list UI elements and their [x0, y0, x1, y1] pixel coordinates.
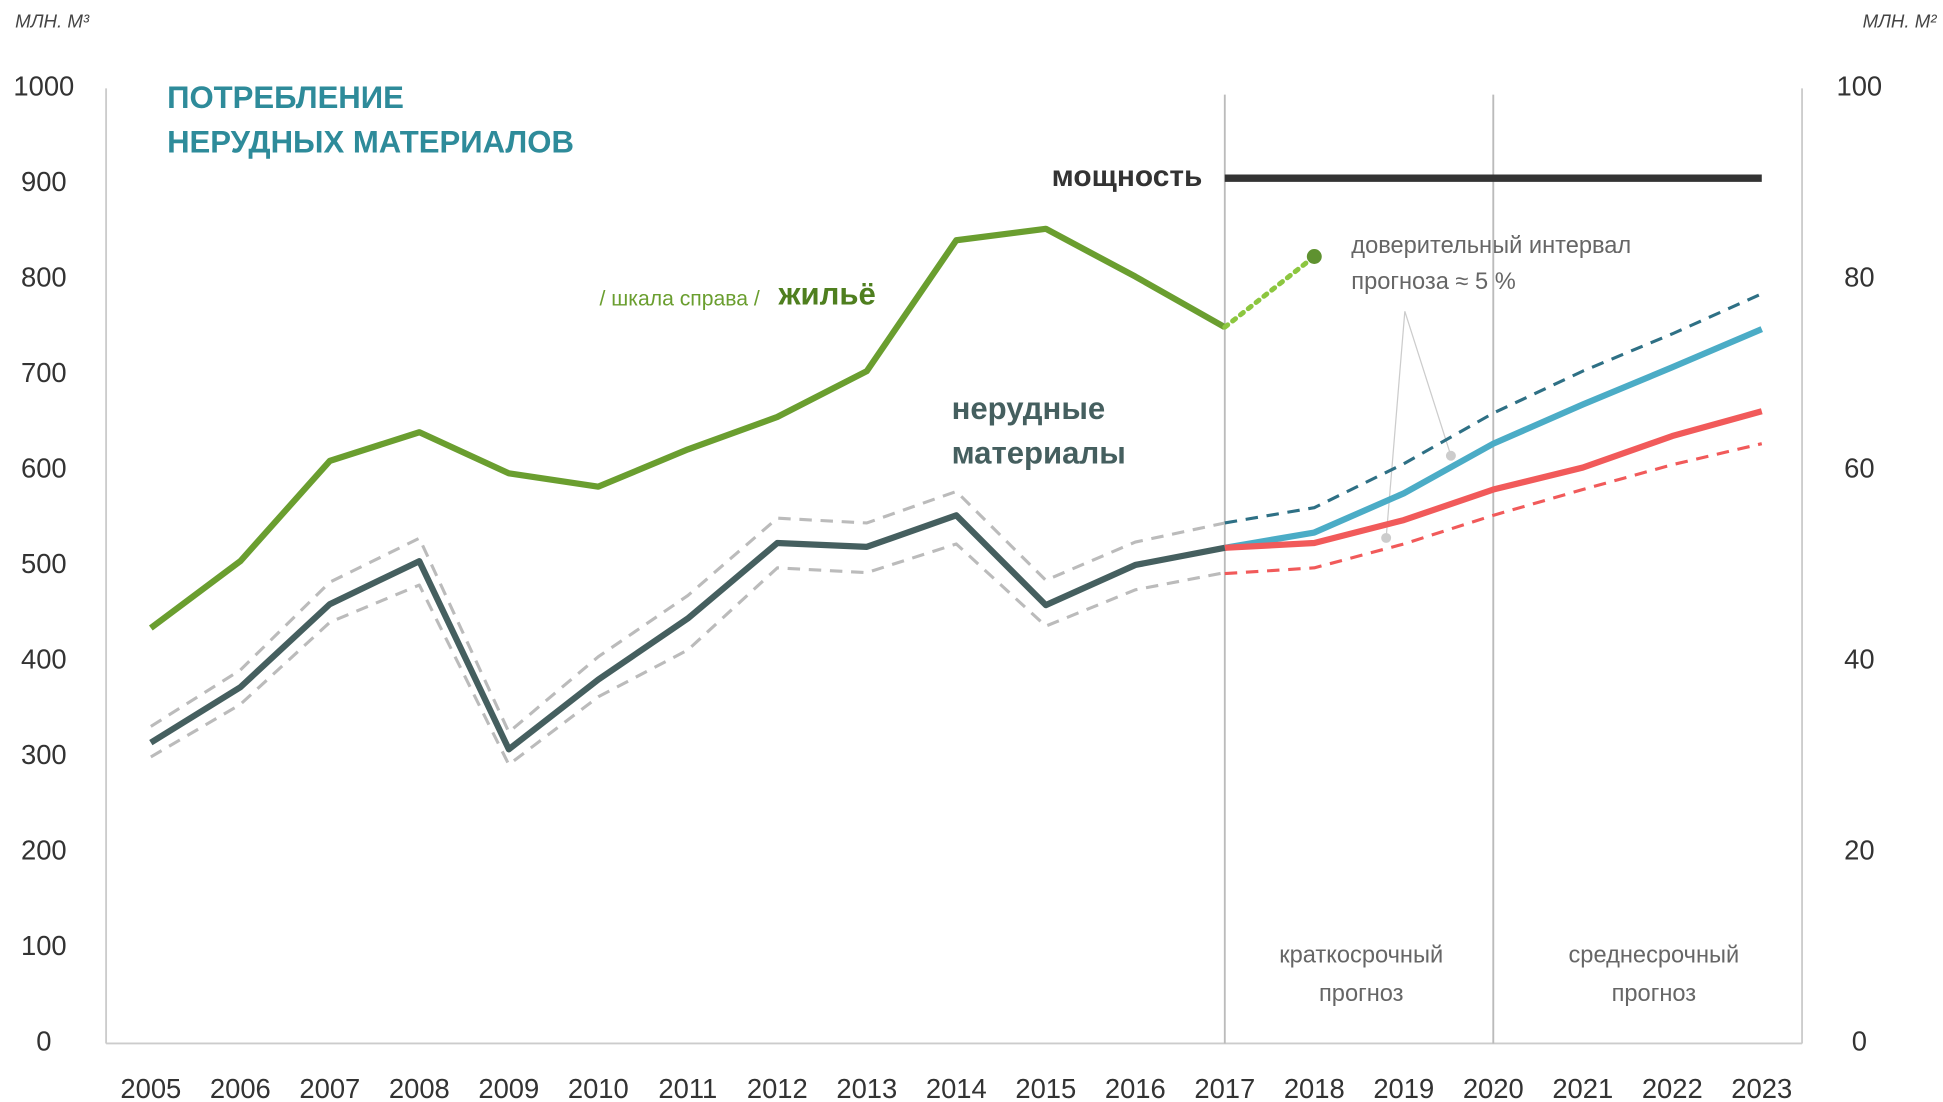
- y-tick-label: 300: [21, 739, 67, 770]
- x-tick-label: 2018: [1284, 1073, 1345, 1102]
- x-tick-label: 2007: [299, 1073, 360, 1102]
- callout-dot: [1445, 450, 1456, 461]
- y-tick-label: 800: [21, 262, 67, 293]
- end-marker: [1306, 249, 1322, 264]
- annotation: краткосрочный: [1279, 943, 1443, 969]
- series-line: [1224, 408, 1763, 551]
- x-tick-label: 2021: [1552, 1073, 1613, 1102]
- series-line: [1222, 254, 1317, 330]
- y-tick-label: 700: [21, 357, 67, 388]
- y-tick-label: 600: [21, 453, 67, 484]
- x-tick-label: 2011: [658, 1073, 717, 1102]
- y2-axis-label: МЛН. М²: [1863, 10, 1938, 31]
- y-tick-label: 200: [21, 835, 67, 866]
- x-tick-label: 2019: [1373, 1073, 1434, 1102]
- y2-tick-label: 40: [1844, 644, 1874, 675]
- annotation: среднесрочный: [1568, 943, 1739, 969]
- x-tick-label: 2014: [926, 1073, 987, 1102]
- x-tick-label: 2016: [1105, 1073, 1166, 1102]
- x-tick-label: 2020: [1463, 1073, 1524, 1102]
- series-line: [149, 512, 1226, 753]
- y-tick-label: 1000: [13, 71, 74, 102]
- x-tick-label: 2010: [568, 1073, 629, 1102]
- annotation: / шкала справа /: [600, 288, 760, 311]
- series-line: [1224, 292, 1763, 525]
- x-tick-label: 2009: [478, 1073, 539, 1102]
- y2-tick-label: 100: [1836, 71, 1882, 102]
- y-tick-label: 500: [21, 548, 67, 579]
- y2-tick-label: 60: [1844, 453, 1874, 484]
- series-line: [148, 225, 1227, 631]
- series-label: нерудные материалы: [952, 391, 1126, 471]
- y2-tick-label: 0: [1852, 1026, 1867, 1057]
- series-line: [1224, 326, 1763, 551]
- y-tick-label: 400: [21, 644, 67, 675]
- y-tick-label: 0: [36, 1026, 51, 1057]
- x-tick-label: 2013: [836, 1073, 897, 1102]
- x-tick-label: 2006: [210, 1073, 271, 1102]
- y-tick-label: 100: [21, 930, 67, 961]
- callout-line: [1385, 311, 1452, 538]
- series-line: [150, 542, 1226, 767]
- x-tick-label: 2023: [1731, 1073, 1792, 1102]
- y2-tick-label: 20: [1844, 835, 1874, 866]
- x-tick-label: 2015: [1015, 1073, 1076, 1102]
- series-label: жильё: [777, 277, 875, 312]
- x-tick-label: 2012: [747, 1073, 808, 1102]
- series-line: [150, 489, 1226, 734]
- chart-title: ПОТРЕБЛЕНИЕ: [167, 80, 404, 115]
- x-tick-label: 2008: [389, 1073, 450, 1102]
- annotation: прогноз: [1319, 981, 1404, 1007]
- y-tick-label: 900: [21, 166, 67, 197]
- series-line: [1224, 442, 1763, 576]
- annotation: доверительный интервал: [1351, 233, 1631, 259]
- annotation: прогноза ≈ 5 %: [1351, 269, 1516, 295]
- y2-tick-label: 80: [1844, 262, 1874, 293]
- callout-dot: [1381, 532, 1392, 543]
- y-axis-label: МЛН. М³: [15, 10, 90, 31]
- chart-title: НЕРУДНЫХ МАТЕРИАЛОВ: [167, 125, 574, 160]
- series-label: мощность: [1052, 160, 1203, 193]
- x-tick-label: 2022: [1642, 1073, 1703, 1102]
- annotation: прогноз: [1612, 981, 1697, 1007]
- x-tick-label: 2017: [1194, 1073, 1255, 1102]
- x-tick-label: 2005: [120, 1073, 181, 1102]
